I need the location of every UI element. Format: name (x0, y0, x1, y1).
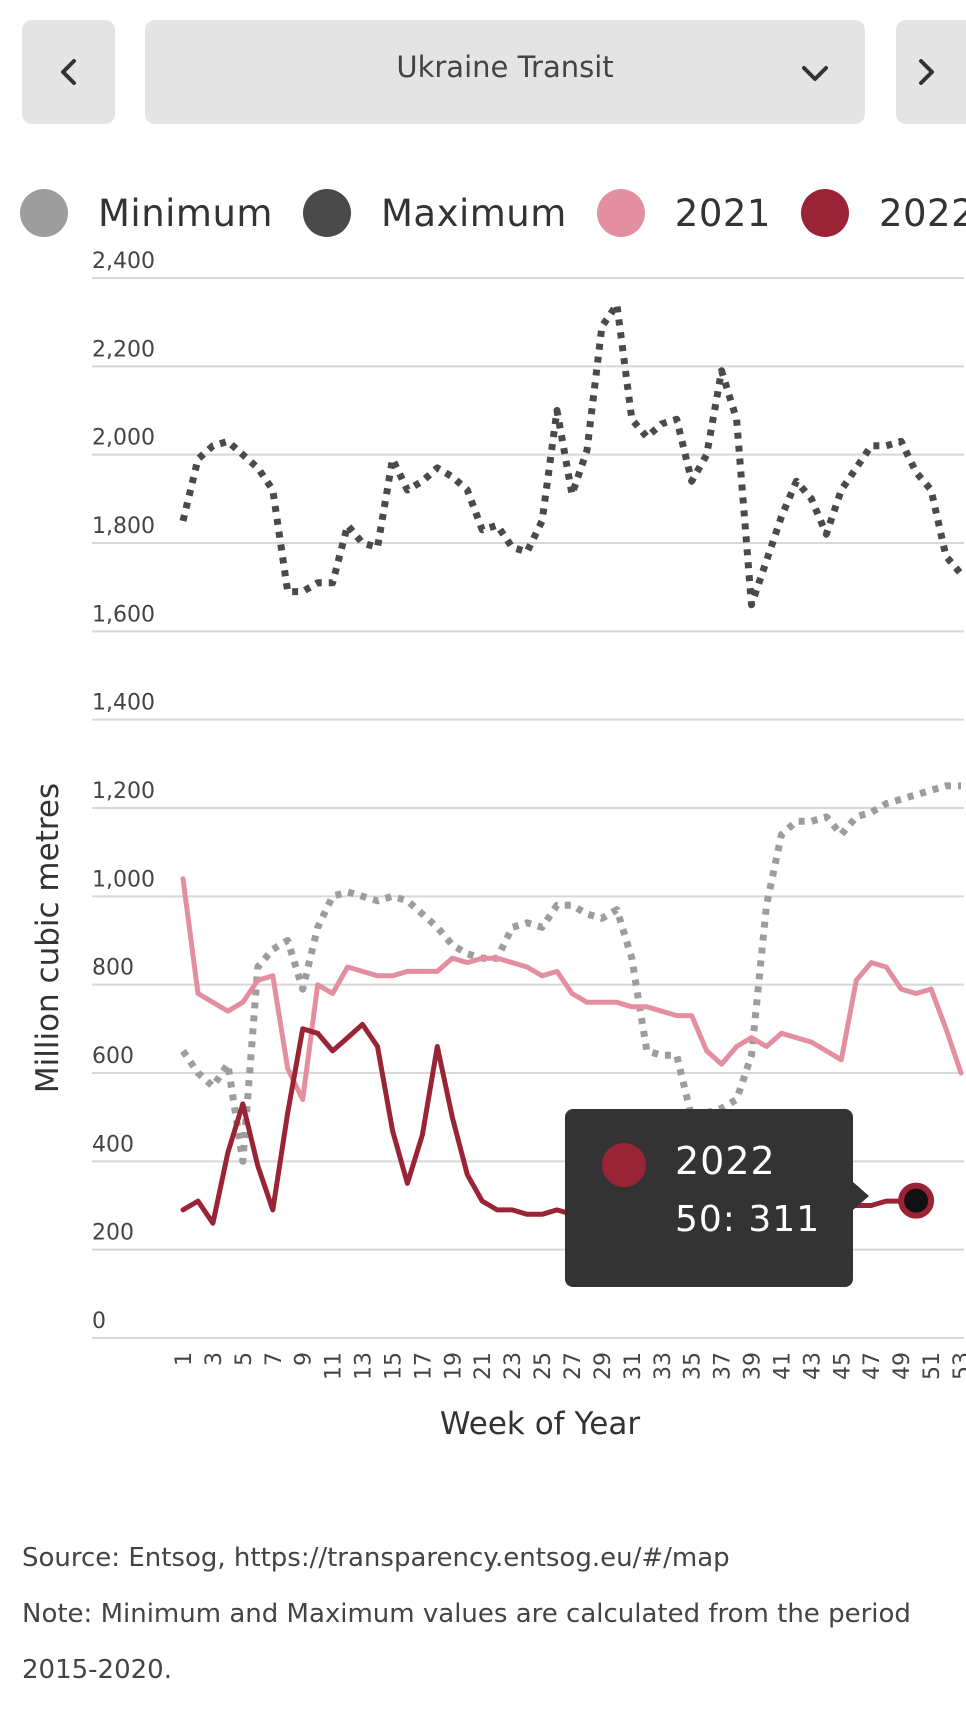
legend-label-2021: 2021 (674, 191, 771, 235)
x-tick-label: 19 (441, 1352, 466, 1380)
series-lines (179, 301, 964, 1226)
x-tick-label: 43 (800, 1352, 825, 1380)
y-tick-label: 600 (92, 1044, 134, 1069)
y-tick-label: 800 (92, 956, 134, 981)
y-tick-label: 1,000 (92, 867, 155, 892)
header-bar: Ukraine Transit (0, 20, 966, 124)
next-button[interactable] (896, 20, 966, 124)
legend-label-2022: 2022 (878, 191, 966, 235)
x-tick-label: 23 (501, 1352, 526, 1380)
x-tick-label: 1 (172, 1352, 197, 1366)
x-tick-label: 35 (681, 1352, 706, 1380)
chevron-down-icon (802, 66, 828, 81)
legend-swatch-2021 (596, 189, 645, 237)
tooltip-series-name: 2022 (675, 1139, 776, 1183)
y-tick-label: 2,000 (92, 426, 155, 451)
x-tick-label: 27 (561, 1352, 586, 1380)
x-tick-label: 17 (411, 1352, 436, 1380)
tooltip-value: 50: 311 (675, 1199, 821, 1240)
chart-tooltip: 2022 50: 311 (565, 1109, 853, 1287)
tooltip-pointer (853, 1182, 869, 1210)
highlight-marker[interactable] (898, 1182, 935, 1219)
x-tick-label: 3 (202, 1352, 227, 1366)
x-tick-label: 37 (711, 1352, 736, 1380)
y-tick-label: 200 (92, 1221, 134, 1246)
x-tick-label: 49 (890, 1352, 915, 1380)
x-tick-label: 13 (352, 1352, 377, 1380)
series-line-minimum (180, 782, 961, 1165)
series-line-maximum (179, 301, 964, 609)
x-tick-label: 9 (292, 1352, 317, 1366)
x-tick-label: 31 (621, 1352, 646, 1380)
y-tick-label: 0 (92, 1309, 106, 1334)
x-tick-label: 7 (262, 1352, 287, 1366)
x-tick-label: 53 (950, 1352, 966, 1380)
tooltip-series-swatch (602, 1143, 646, 1187)
x-tick-label: 33 (651, 1352, 676, 1380)
legend-item-minimum[interactable]: Minimum (20, 189, 273, 237)
y-axis-title: Million cubic metres (30, 783, 66, 1093)
dataset-select[interactable]: Ukraine Transit (145, 20, 865, 124)
x-tick-label: 51 (920, 1352, 945, 1380)
grid-lines (92, 277, 964, 1339)
y-tick-label: 1,400 (92, 691, 155, 716)
x-tick-label: 29 (591, 1352, 616, 1380)
y-tick-label: 400 (92, 1132, 134, 1157)
dataset-select-label: Ukraine Transit (396, 50, 614, 84)
note-text: Note: Minimum and Maximum values are cal… (22, 1599, 911, 1685)
x-tick-label: 15 (381, 1352, 406, 1380)
y-tick-label: 1,600 (92, 602, 155, 627)
chevron-left-icon (60, 59, 76, 85)
source-text: Source: Entsog, https://transparency.ent… (22, 1543, 730, 1573)
x-tick-label: 39 (741, 1352, 766, 1380)
x-tick-label: 5 (232, 1352, 257, 1366)
legend-label-maximum: Maximum (380, 191, 567, 235)
x-tick-label: 21 (471, 1352, 496, 1380)
x-tick-label: 45 (830, 1352, 855, 1380)
legend-swatch-2022 (800, 189, 849, 237)
chevron-right-icon (919, 59, 934, 85)
x-axis-ticks: 1 3 5 7 9 11 13 15 17 19 21 23 25 27 29 31 33 35 37 39 41 43 4… (172, 1352, 966, 1380)
y-tick-label: 2,400 (92, 249, 155, 274)
x-axis-title: Week of Year (440, 1406, 640, 1442)
y-tick-label: 2,200 (92, 337, 155, 362)
legend-item-2022[interactable]: 2022 (800, 189, 966, 237)
legend-label-minimum: Minimum (98, 191, 273, 235)
highlight-point[interactable] (898, 1182, 935, 1219)
x-tick-label: 25 (531, 1352, 556, 1380)
x-tick-label: 41 (770, 1352, 795, 1380)
x-tick-label: 47 (860, 1352, 885, 1380)
line-chart: 0 200 400 600 800 1,000 1,200 1,400 1,600 1,800 2,… (30, 249, 966, 1442)
y-axis-ticks: 0 200 400 600 800 1,000 1,200 1,400 1,600 1,800 2,… (92, 249, 155, 1334)
x-tick-label: 11 (322, 1352, 347, 1380)
legend-swatch-minimum (20, 189, 68, 237)
legend-item-2021[interactable]: 2021 (596, 189, 771, 237)
y-tick-label: 1,200 (92, 779, 155, 804)
legend-swatch-maximum (302, 189, 351, 237)
y-tick-label: 1,800 (92, 514, 155, 539)
series-line-2021 (180, 876, 964, 1102)
previous-button[interactable] (22, 20, 115, 124)
chart-legend: Minimum Maximum 2021 2022 (20, 185, 966, 241)
chart-notes: Source: Entsog, https://transparency.ent… (22, 1530, 952, 1698)
legend-item-maximum[interactable]: Maximum (302, 189, 567, 237)
